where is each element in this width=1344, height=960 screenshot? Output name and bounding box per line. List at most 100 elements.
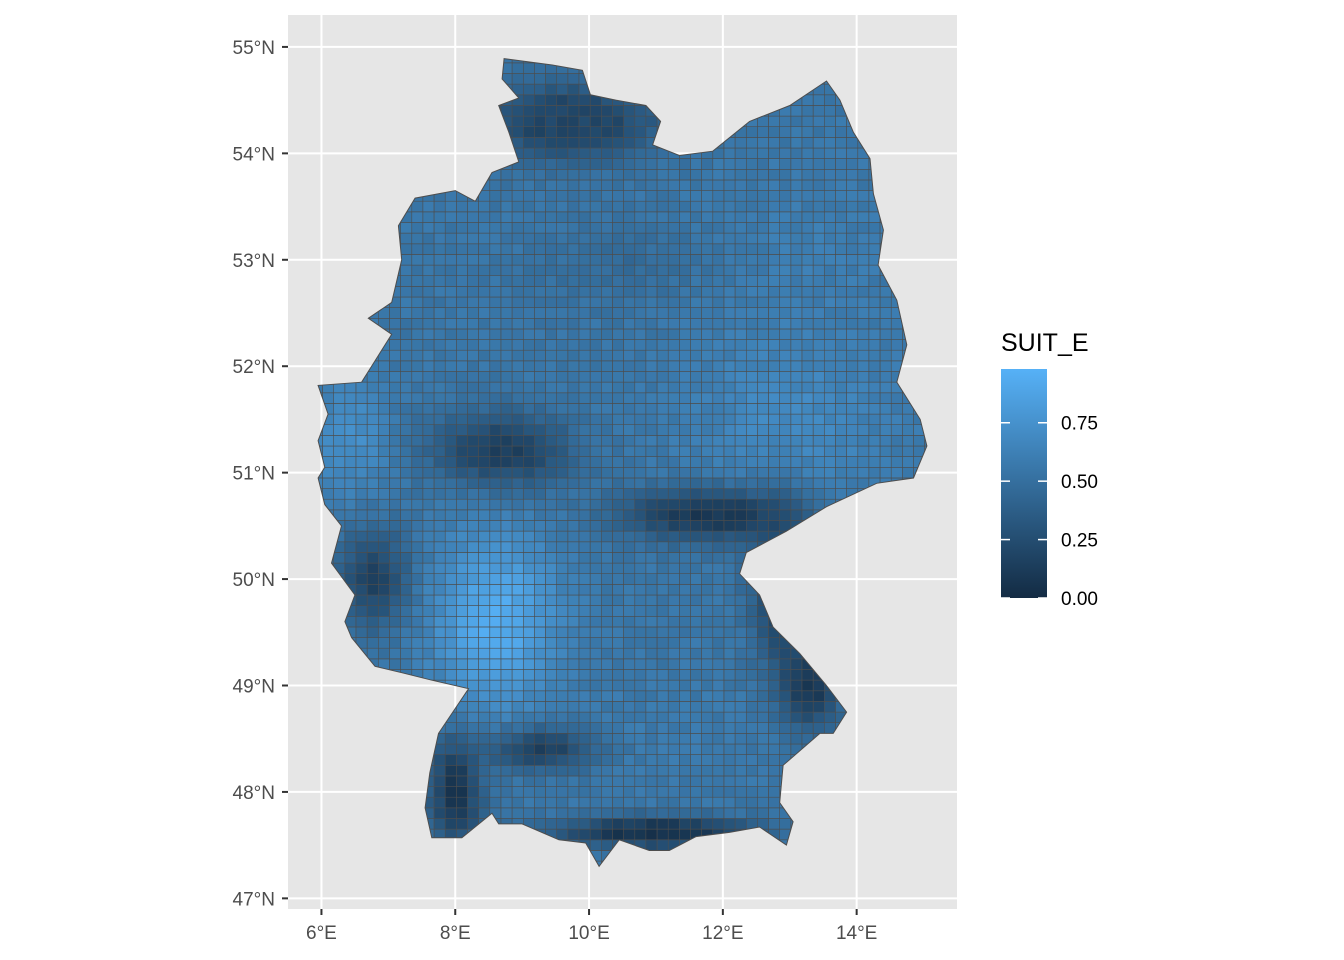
grid-cell (556, 605, 569, 617)
grid-cell (656, 477, 669, 489)
grid-cell (634, 126, 647, 138)
grid-cell (534, 488, 546, 500)
grid-cell (612, 711, 624, 723)
grid-cell (623, 392, 636, 404)
grid-cell (679, 190, 691, 202)
grid-cell (578, 137, 591, 149)
grid-cell (679, 477, 691, 489)
grid-cell (667, 445, 680, 457)
grid-cell (857, 392, 870, 404)
grid-cell (467, 424, 479, 436)
grid-cell (389, 541, 401, 553)
grid-cell (879, 371, 892, 383)
grid-cell (422, 275, 435, 287)
grid-cell (444, 584, 457, 596)
grid-cell (679, 764, 691, 777)
grid-cell (823, 339, 836, 351)
grid-cell (623, 690, 636, 702)
grid-cell (522, 711, 535, 723)
grid-cell (857, 286, 870, 298)
grid-cell (500, 307, 513, 319)
grid-cell (645, 264, 658, 277)
grid-cell (690, 552, 702, 564)
grid-cell (500, 275, 513, 287)
grid-cell (578, 371, 591, 383)
grid-cell (757, 690, 769, 702)
grid-cell (355, 435, 368, 447)
grid-cell (879, 381, 892, 394)
grid-cell (511, 605, 524, 617)
grid-cell (757, 658, 769, 670)
grid-cell (701, 275, 714, 287)
grid-cell (456, 392, 468, 404)
grid-cell (567, 615, 580, 628)
grid-cell (679, 445, 691, 457)
grid-cell (389, 392, 401, 404)
grid-cell (355, 466, 368, 479)
grid-cell (456, 669, 468, 681)
grid-cell (734, 658, 747, 670)
grid-cell (890, 392, 903, 404)
grid-cell (377, 488, 390, 500)
grid-cell (444, 413, 457, 426)
grid-cell (768, 435, 781, 447)
grid-cell (846, 424, 859, 436)
grid-cell (400, 328, 413, 340)
grid-cell (556, 105, 569, 117)
grid-cell (556, 764, 569, 777)
grid-cell (656, 200, 669, 213)
grid-cell (679, 818, 691, 830)
grid-cell (846, 381, 859, 394)
grid-cell (623, 541, 636, 553)
grid-cell (411, 637, 424, 649)
grid-cell (790, 733, 803, 745)
grid-cell (600, 296, 613, 308)
grid-cell (522, 743, 535, 755)
grid-cell (567, 211, 580, 223)
grid-cell (411, 403, 424, 415)
grid-cell (389, 509, 401, 521)
grid-cell (667, 743, 680, 755)
grid-cell (857, 307, 870, 319)
grid-cell (645, 541, 658, 553)
grid-cell (534, 562, 546, 574)
grid-cell (600, 701, 613, 713)
grid-cell (645, 828, 658, 841)
grid-cell (868, 339, 881, 351)
grid-cell (556, 573, 569, 585)
grid-cell (467, 615, 479, 628)
grid-cell (757, 445, 769, 457)
grid-cell (411, 541, 424, 553)
grid-cell (701, 211, 714, 223)
grid-cell (745, 669, 758, 681)
grid-cell (478, 264, 491, 277)
grid-cell (734, 509, 747, 521)
grid-cell (456, 317, 468, 330)
grid-cell (589, 733, 602, 745)
grid-cell (489, 232, 502, 245)
grid-cell (600, 349, 613, 362)
grid-cell (567, 733, 580, 745)
grid-cell (589, 296, 602, 308)
grid-cell (835, 264, 847, 277)
grid-cell (712, 775, 725, 787)
grid-cell (545, 179, 558, 191)
grid-cell (723, 211, 736, 223)
grid-cell (723, 488, 736, 500)
grid-cell (612, 488, 624, 500)
grid-cell (779, 445, 792, 457)
grid-cell (377, 605, 390, 617)
grid-cell (567, 626, 580, 638)
grid-cell (846, 339, 859, 351)
grid-cell (846, 243, 859, 255)
grid-cell (690, 786, 702, 798)
x-tick-label: 10°E (568, 923, 609, 944)
grid-cell (723, 552, 736, 564)
grid-cell (835, 403, 847, 415)
grid-cell (835, 445, 847, 457)
grid-cell (444, 477, 457, 489)
grid-cell (679, 243, 691, 255)
grid-cell (712, 222, 725, 234)
grid-cell (545, 286, 558, 298)
grid-cell (444, 573, 457, 585)
